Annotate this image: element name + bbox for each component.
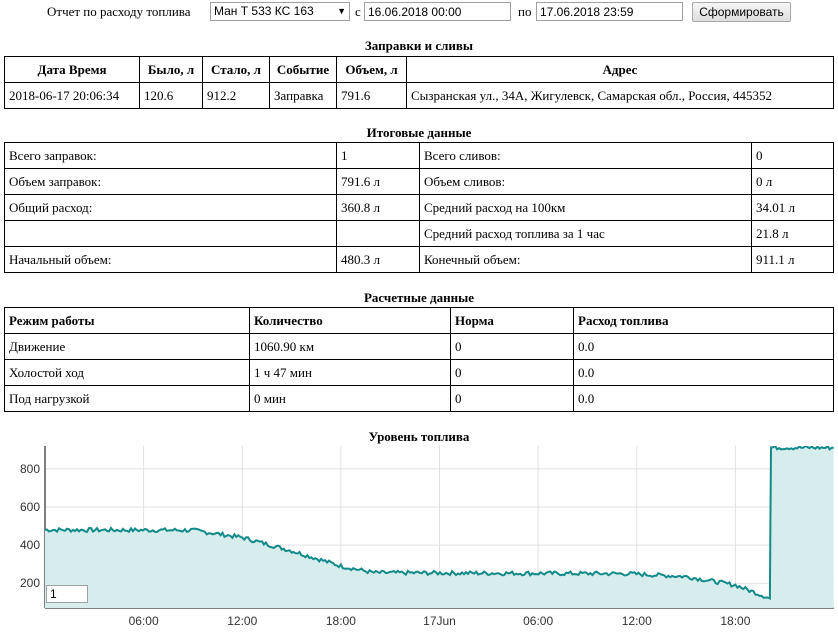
table-row: Объем заправок: 791.6 л Объем сливов: 0 … xyxy=(4,168,834,195)
summary-value: 911.1 л xyxy=(751,246,834,273)
refuel-section-title: Заправки и сливы xyxy=(364,38,474,53)
summary-label: Общий расход: xyxy=(4,194,337,221)
cell-address: Сызранская ул., 34А, Жигулевск, Самарска… xyxy=(406,82,834,109)
table-row: Всего заправок: 1 Всего сливов: 0 xyxy=(4,142,834,169)
summary-value: 791.6 л xyxy=(336,168,420,195)
x-tick-label: 17Jun xyxy=(423,614,456,628)
summary-value: 34.01 л xyxy=(751,194,834,221)
table-row: Общий расход: 360.8 л Средний расход на … xyxy=(4,194,834,221)
chart-axis-ticks: 06:00 12:00 18:00 17Jun 06:00 12:00 18:00 200 40… xyxy=(20,462,751,628)
summary-label: Объем сливов: xyxy=(419,168,752,195)
cell-norm: 0 xyxy=(450,385,574,412)
cell-mode: Под нагрузкой xyxy=(4,385,250,412)
summary-value: 480.3 л xyxy=(336,246,420,273)
col-header-after: Стало, л xyxy=(202,56,270,83)
refuel-table: Дата Время Было, л Стало, л Событие Объе… xyxy=(4,56,834,109)
summary-section-title: Итоговые данные xyxy=(366,125,472,140)
report-label: Отчет по расходу топлива xyxy=(47,4,191,19)
summary-label: Начальный объем: xyxy=(4,246,337,273)
summary-table: Всего заправок: 1 Всего сливов: 0 Объем … xyxy=(4,142,834,273)
from-date-input[interactable] xyxy=(364,2,511,21)
table-row: Холостой ход 1 ч 47 мин 0 0.0 xyxy=(4,359,834,386)
summary-label: Всего заправок: xyxy=(4,142,337,169)
summary-label: Средний расход топлива за 1 час xyxy=(419,220,752,247)
col-header-amount: Количество xyxy=(249,307,451,334)
to-date-input[interactable] xyxy=(536,2,683,21)
col-header-event: Событие xyxy=(269,56,337,83)
y-tick-label: 800 xyxy=(20,462,40,476)
chart-title: Уровень топлива xyxy=(368,429,470,444)
table-row: Средний расход топлива за 1 час 21.8 л xyxy=(4,220,834,247)
cell-amount: 0 мин xyxy=(249,385,451,412)
table-row: Под нагрузкой 0 мин 0 0.0 xyxy=(4,385,834,412)
cell-datetime: 2018-06-17 20:06:34 xyxy=(4,82,140,109)
x-tick-label: 18:00 xyxy=(720,614,750,628)
to-label: по xyxy=(518,4,532,19)
fuel-level-series-line xyxy=(44,446,834,601)
table-row: Движение 1060.90 км 0 0.0 xyxy=(4,333,834,360)
y-tick-label: 400 xyxy=(20,538,40,552)
cell-consumption: 0.0 xyxy=(573,333,834,360)
generate-report-button[interactable]: Сформировать xyxy=(692,2,791,22)
x-tick-label: 18:00 xyxy=(326,614,356,628)
fuel-level-area xyxy=(45,446,834,608)
summary-value: 1 xyxy=(336,142,420,169)
vehicle-select-value: Ман Т 533 КС 163 xyxy=(214,4,314,18)
cell-consumption: 0.0 xyxy=(573,385,834,412)
cell-volume: 791.6 xyxy=(336,82,407,109)
cell-mode: Холостой ход xyxy=(4,359,250,386)
summary-label: Средний расход на 100км xyxy=(419,194,752,221)
x-tick-label: 12:00 xyxy=(227,614,257,628)
calc-section-title: Расчетные данные xyxy=(363,290,475,305)
summary-value: 360.8 л xyxy=(336,194,420,221)
summary-value: 21.8 л xyxy=(751,220,834,247)
table-header-row: Режим работы Количество Норма Расход топ… xyxy=(4,307,834,334)
cell-norm: 0 xyxy=(450,333,574,360)
from-label: с xyxy=(355,4,361,19)
y-tick-label: 200 xyxy=(20,576,40,590)
x-tick-label: 12:00 xyxy=(622,614,652,628)
report-toolbar: Отчет по расходу топлива Ман Т 533 КС 16… xyxy=(0,0,838,24)
x-tick-label: 06:00 xyxy=(523,614,553,628)
cell-amount: 1060.90 км xyxy=(249,333,451,360)
y-tick-label: 600 xyxy=(20,500,40,514)
dropdown-arrow-icon: ▼ xyxy=(337,6,346,16)
col-header-consumption: Расход топлива xyxy=(573,307,834,334)
summary-label: Объем заправок: xyxy=(4,168,337,195)
cell-mode: Движение xyxy=(4,333,250,360)
cell-amount: 1 ч 47 мин xyxy=(249,359,451,386)
col-header-mode: Режим работы xyxy=(4,307,250,334)
cell-event: Заправка xyxy=(269,82,337,109)
cell-after: 912.2 xyxy=(202,82,270,109)
col-header-address: Адрес xyxy=(406,56,834,83)
summary-label xyxy=(4,220,337,247)
col-header-norm: Норма xyxy=(450,307,574,334)
summary-label: Конечный объем: xyxy=(419,246,752,273)
cell-consumption: 0.0 xyxy=(573,359,834,386)
col-header-volume: Объем, л xyxy=(336,56,407,83)
table-row: Начальный объем: 480.3 л Конечный объем:… xyxy=(4,246,834,273)
summary-value: 0 л xyxy=(751,168,834,195)
table-row: 2018-06-17 20:06:34 120.6 912.2 Заправка… xyxy=(4,82,834,109)
col-header-datetime: Дата Время xyxy=(4,56,140,83)
vehicle-select[interactable]: Ман Т 533 КС 163 ▼ xyxy=(210,2,350,21)
table-header-row: Дата Время Было, л Стало, л Событие Объе… xyxy=(4,56,834,83)
summary-value xyxy=(336,220,420,247)
x-tick-label: 06:00 xyxy=(129,614,159,628)
cell-before: 120.6 xyxy=(139,82,203,109)
calc-table: Режим работы Количество Норма Расход топ… xyxy=(4,307,834,412)
summary-label: Всего сливов: xyxy=(419,142,752,169)
cell-norm: 0 xyxy=(450,359,574,386)
fuel-level-chart[interactable]: 06:00 12:00 18:00 17Jun 06:00 12:00 18:00 200 40… xyxy=(0,446,838,638)
summary-value: 0 xyxy=(751,142,834,169)
col-header-before: Было, л xyxy=(139,56,203,83)
chart-zoom-input[interactable]: 1 xyxy=(46,585,88,603)
